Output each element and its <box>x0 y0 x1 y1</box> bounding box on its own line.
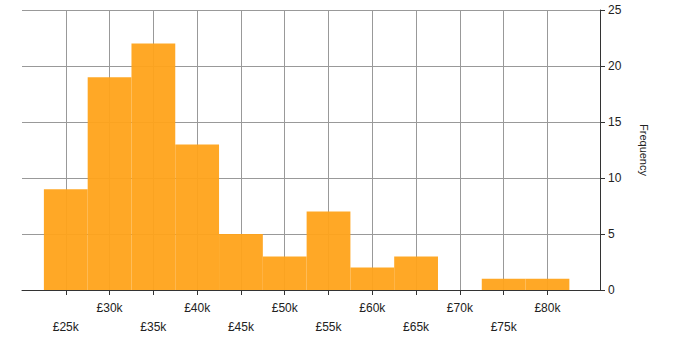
svg-text:£60k: £60k <box>359 301 386 315</box>
svg-text:£30k: £30k <box>97 301 124 315</box>
svg-text:£75k: £75k <box>491 320 518 334</box>
svg-text:15: 15 <box>608 115 622 129</box>
svg-text:20: 20 <box>608 59 622 73</box>
svg-text:0: 0 <box>608 283 615 297</box>
svg-text:£45k: £45k <box>228 320 255 334</box>
svg-text:£35k: £35k <box>140 320 167 334</box>
svg-text:25: 25 <box>608 3 622 17</box>
svg-text:Frequency: Frequency <box>638 124 650 176</box>
svg-text:£25k: £25k <box>53 320 80 334</box>
svg-text:£65k: £65k <box>403 320 430 334</box>
svg-text:10: 10 <box>608 171 622 185</box>
svg-text:£55k: £55k <box>315 320 342 334</box>
svg-text:£50k: £50k <box>272 301 299 315</box>
svg-text:£80k: £80k <box>534 301 561 315</box>
svg-text:5: 5 <box>608 227 615 241</box>
svg-text:£70k: £70k <box>447 301 474 315</box>
svg-text:£40k: £40k <box>184 301 211 315</box>
